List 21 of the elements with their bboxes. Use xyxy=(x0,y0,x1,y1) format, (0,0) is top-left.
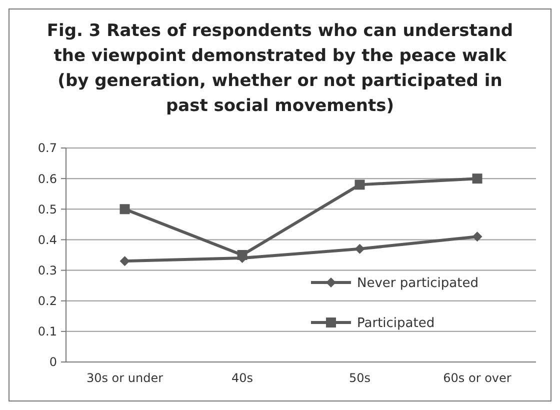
y-tick-label: 0.1 xyxy=(38,324,57,339)
x-tick-label: 30s or under xyxy=(86,371,164,385)
point xyxy=(354,180,365,190)
y-tick-label: 0 xyxy=(49,355,57,370)
point xyxy=(472,174,482,184)
y-tick-label: 0.7 xyxy=(38,141,57,156)
y-tick-label: 0.4 xyxy=(38,232,57,247)
y-tick-label: 0.6 xyxy=(38,172,57,186)
x-tick-label: 40s xyxy=(231,371,254,385)
point xyxy=(472,232,482,242)
point xyxy=(120,204,130,214)
x-tick-label: 60s or over xyxy=(443,371,512,385)
point xyxy=(354,244,365,254)
chart-title: Fig. 3 Rates of respondents who can understand the viewpoint demonstrated by the peace walk (by generation, whether or not participated in past social movements) xyxy=(46,21,514,116)
y-tick-label: 0.3 xyxy=(38,263,57,278)
point xyxy=(120,256,130,266)
legend-label: Never participated xyxy=(357,276,478,292)
x-tick-label: 50s xyxy=(348,371,371,385)
legend-label: Participated xyxy=(357,316,435,332)
y-tick-label: 0.5 xyxy=(38,202,57,216)
y-tick-label: 0.2 xyxy=(38,294,57,308)
